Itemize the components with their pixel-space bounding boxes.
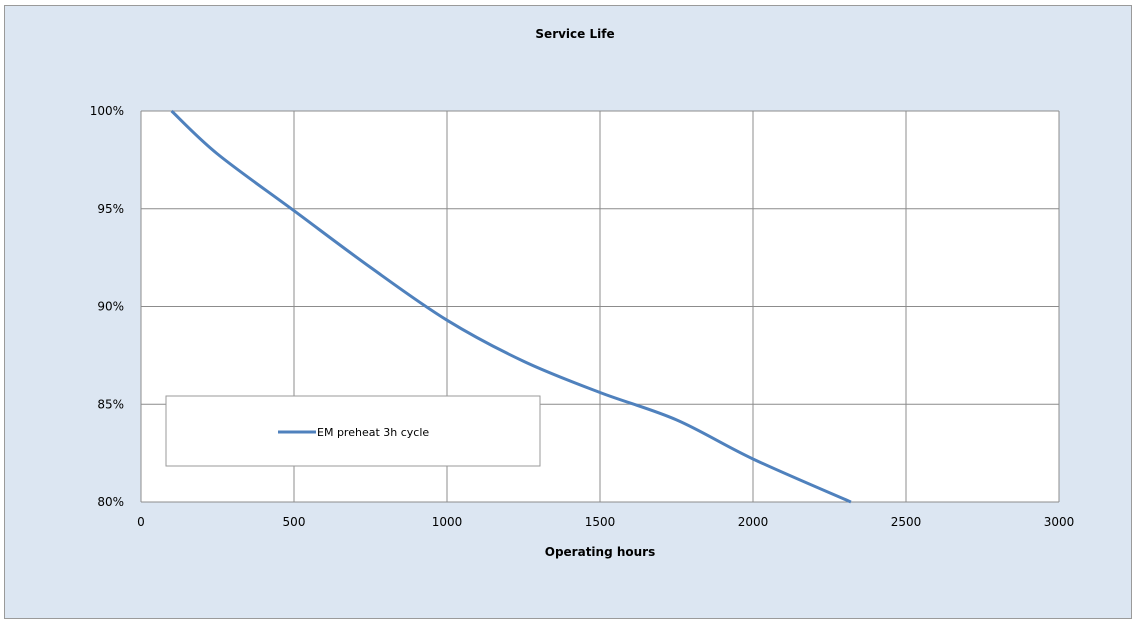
legend-label: EM preheat 3h cycle [317,426,429,439]
y-axis-ticks: 80% 85% 90% 95% 100% [90,104,124,509]
y-tick-label: 95% [97,202,124,216]
y-tick-label: 80% [97,495,124,509]
x-tick-label: 3000 [1044,515,1075,529]
x-axis-ticks: 0 500 1000 1500 2000 2500 3000 [137,515,1074,529]
series-lines [170,109,852,504]
series-line [170,109,852,504]
chart-title: Service Life [535,27,614,41]
x-tick-label: 0 [137,515,145,529]
y-tick-label: 85% [97,397,124,411]
legend: EM preheat 3h cycle [165,395,541,467]
y-tick-label: 90% [97,300,124,314]
x-tick-label: 1500 [585,515,616,529]
y-tick-label: 100% [90,104,124,118]
x-tick-label: 1000 [432,515,463,529]
x-axis-title: Operating hours [545,545,656,559]
x-tick-label: 2500 [891,515,922,529]
x-tick-label: 500 [283,515,306,529]
x-tick-label: 2000 [738,515,769,529]
legend-box [165,395,541,467]
